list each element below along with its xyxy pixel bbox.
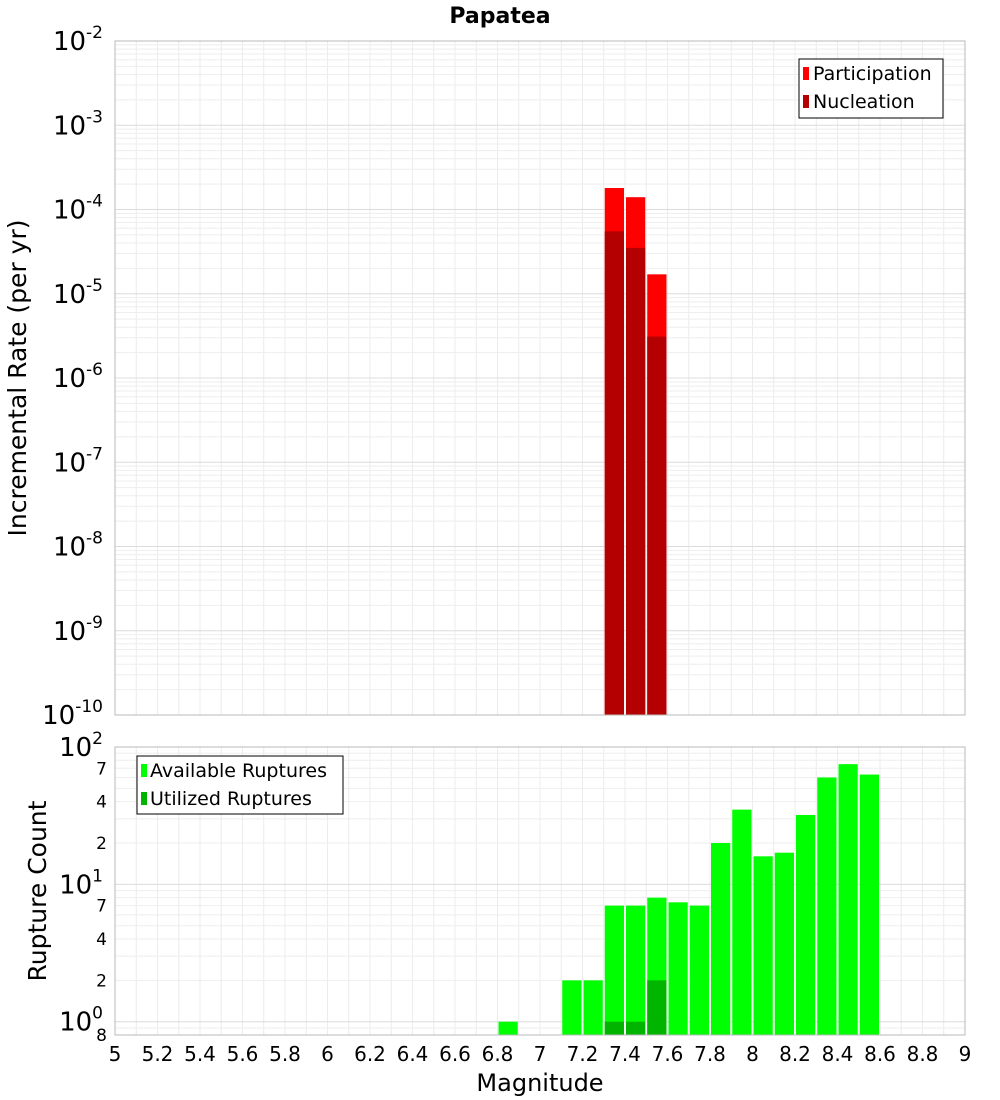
- bottom-bar-utilized-ruptures: [604, 1021, 624, 1035]
- bottom-legend: Available Ruptures Utilized Ruptures: [136, 755, 344, 815]
- legend-swatch-available: [141, 764, 147, 777]
- bottom-bar-available-ruptures: [796, 814, 816, 1035]
- bottom-bar-available-ruptures: [817, 777, 837, 1035]
- x-tick-label: 8: [746, 1042, 759, 1066]
- top-legend-box: [798, 58, 944, 119]
- top-plot-frame: [114, 40, 966, 716]
- bottom-bar-available-ruptures: [583, 980, 603, 1035]
- bottom-bar-available-ruptures: [753, 856, 773, 1035]
- bottom-y-minor-tick-label: 4: [96, 793, 107, 813]
- legend-label-utilized: Utilized Ruptures: [150, 788, 312, 810]
- top-y-tick-label: 10-6: [53, 360, 103, 394]
- top-y-tick-label: 10-4: [53, 192, 103, 226]
- bottom-y-axis-label: Rupture Count: [23, 800, 52, 981]
- legend-swatch-participation: [803, 67, 809, 80]
- x-tick-label: 8.6: [864, 1042, 896, 1066]
- x-tick-label: 5.8: [269, 1042, 301, 1066]
- x-tick-label: 5.6: [227, 1042, 259, 1066]
- x-tick-label: 7.2: [567, 1042, 599, 1066]
- x-tick-label: 6.4: [397, 1042, 429, 1066]
- top-y-axis-label: Incremental Rate (per yr): [3, 220, 32, 537]
- bottom-bar-available-ruptures: [498, 1021, 518, 1035]
- bottom-bar-available-ruptures: [562, 980, 582, 1035]
- top-y-tick-label: 10-3: [53, 107, 103, 141]
- top-panel: 10-2 10-3 10-4 10-5 10-6 10-7 10-8 10-9 10-10 In…: [3, 23, 966, 731]
- x-tick-labels: 5 5.2 5.4 5.6 5.8 6 6.2 6.4 6.6 6.8 7 7.2 7.4 7.6 7.8 8…: [109, 1042, 972, 1066]
- bottom-bar-available-ruptures: [859, 774, 879, 1035]
- x-tick-label: 7.8: [694, 1042, 726, 1066]
- legend-label-nucleation: Nucleation: [813, 91, 915, 113]
- top-grid: [114, 41, 966, 716]
- bottom-bar-available-ruptures: [774, 852, 794, 1035]
- bottom-y-tick-label: 100: [59, 1004, 103, 1038]
- top-bar-nucleation: [647, 336, 667, 715]
- x-tick-label: 8.2: [779, 1042, 811, 1066]
- bottom-bar-available-ruptures: [732, 809, 752, 1035]
- bottom-bar-available-ruptures: [838, 764, 858, 1035]
- bottom-y-tick-label: 101: [59, 866, 103, 900]
- x-tick-label: 6.8: [482, 1042, 514, 1066]
- x-tick-label: 5.2: [142, 1042, 174, 1066]
- chart-title: Papatea: [449, 4, 550, 29]
- x-tick-label: 6: [321, 1042, 334, 1066]
- x-tick-label: 8.4: [822, 1042, 854, 1066]
- top-y-tick-label: 10-9: [53, 613, 103, 647]
- bottom-bar-utilized-ruptures: [626, 1021, 646, 1035]
- bottom-legend-box: [136, 755, 344, 815]
- legend-swatch-nucleation: [803, 95, 809, 108]
- top-legend: Participation Nucleation: [798, 58, 944, 119]
- bottom-bar-available-ruptures: [711, 843, 731, 1035]
- x-tick-label: 5.4: [184, 1042, 216, 1066]
- bottom-bar-available-ruptures: [604, 905, 624, 1035]
- bottom-bars: [498, 764, 879, 1035]
- x-tick-label: 5: [109, 1042, 122, 1066]
- x-tick-label: 9: [959, 1042, 972, 1066]
- bottom-y-minor-tick-label: 4: [96, 930, 107, 950]
- bottom-y-tick-label: 102: [59, 729, 103, 763]
- top-bar-nucleation: [626, 247, 646, 715]
- bottom-y-tick-labels: 102 101 100 7 4 2 7 4 2 8: [59, 729, 107, 1046]
- top-y-tick-labels: 10-2 10-3 10-4 10-5 10-6 10-7 10-8 10-9 10-10: [42, 23, 103, 731]
- legend-label-available: Available Ruptures: [150, 760, 327, 782]
- x-axis-label: Magnitude: [476, 1069, 603, 1097]
- top-y-tick-label: 10-8: [53, 529, 103, 563]
- x-tick-label: 7.4: [609, 1042, 641, 1066]
- legend-swatch-utilized: [141, 792, 147, 805]
- top-y-tick-label: 10-5: [53, 276, 103, 310]
- x-tick-label: 6.6: [439, 1042, 471, 1066]
- bottom-plot-frame: [114, 746, 966, 1036]
- top-bar-nucleation: [604, 231, 624, 715]
- x-tick-label: 7.6: [652, 1042, 684, 1066]
- bottom-panel: 102 101 100 7 4 2 7 4 2 8 Rupture Count Available…: [23, 729, 966, 1046]
- bottom-y-minor-tick-label: 2: [96, 971, 107, 991]
- bottom-y-minor-tick-label: 7: [96, 759, 107, 779]
- bottom-bar-available-ruptures: [626, 905, 646, 1035]
- x-tick-label: 7: [534, 1042, 547, 1066]
- top-y-tick-label: 10-10: [42, 697, 103, 731]
- top-bars: [604, 187, 667, 715]
- bottom-bar-available-ruptures: [689, 905, 709, 1035]
- x-tick-label: 6.2: [354, 1042, 386, 1066]
- bottom-bar-utilized-ruptures: [647, 980, 667, 1035]
- x-tick-label: 8.8: [907, 1042, 939, 1066]
- top-y-tick-label: 10-7: [53, 444, 103, 478]
- bottom-bar-available-ruptures: [668, 902, 688, 1035]
- bottom-y-minor-tick-label: 2: [96, 834, 107, 854]
- legend-label-participation: Participation: [813, 63, 932, 85]
- top-y-tick-label: 10-2: [53, 23, 103, 57]
- bottom-y-minor-tick-label: 7: [96, 897, 107, 917]
- bottom-y-minor-tick-label: 8: [96, 1026, 107, 1046]
